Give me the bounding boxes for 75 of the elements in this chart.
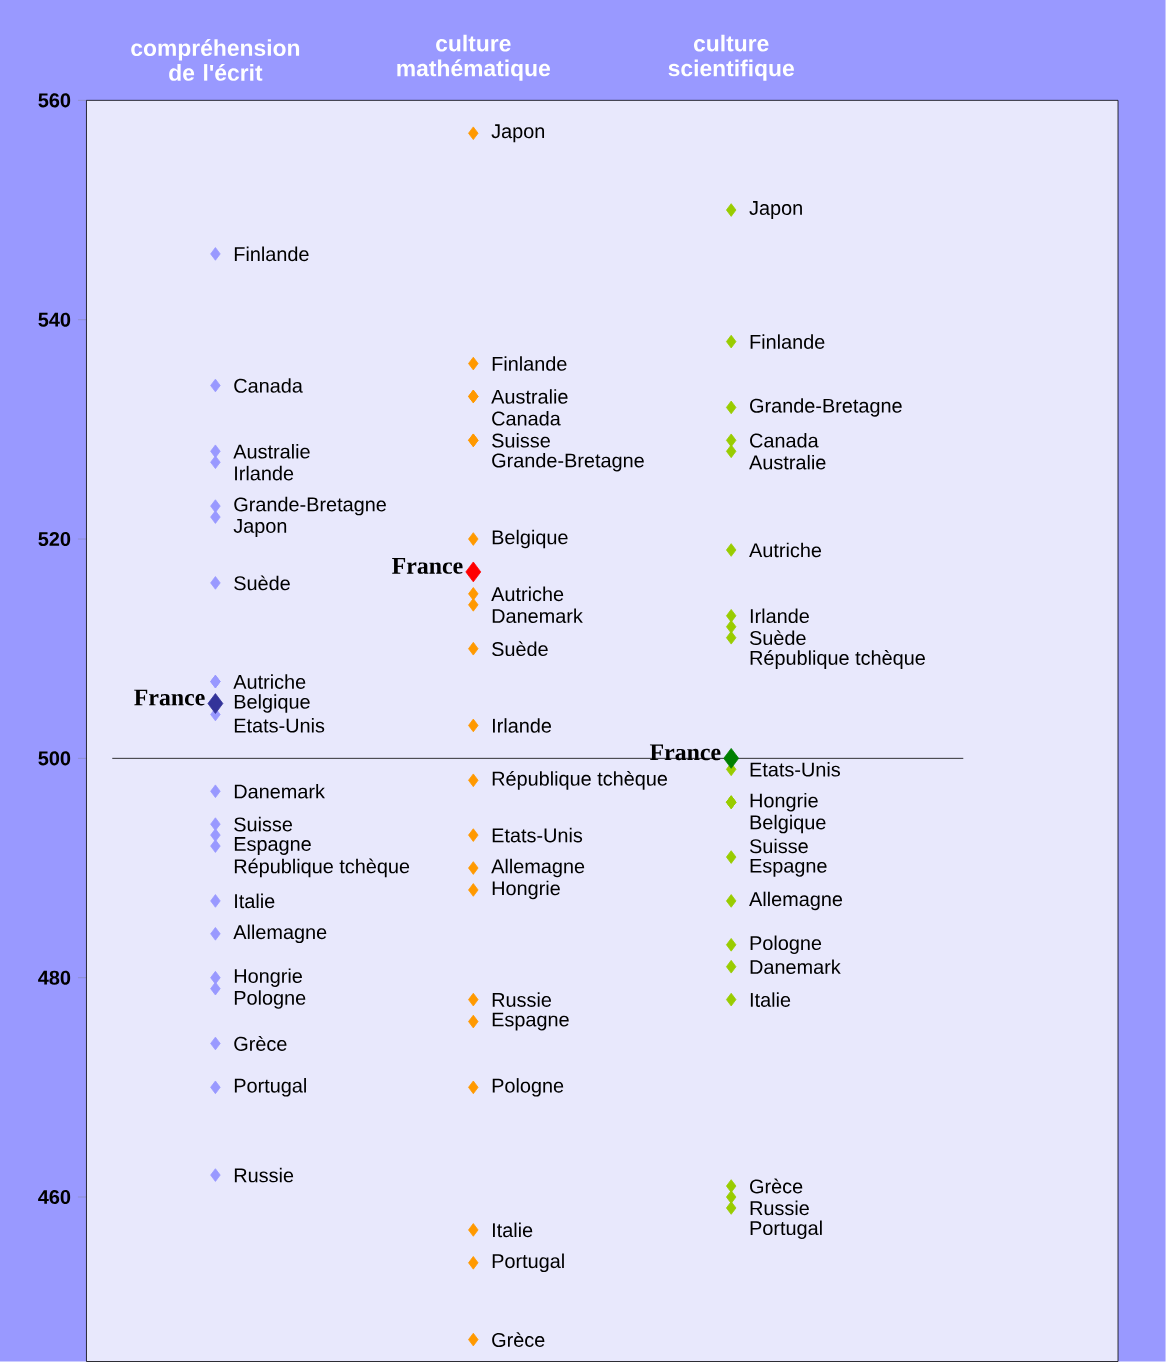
annotation: Pologne (750, 935, 822, 955)
annotation: Suède (750, 630, 806, 646)
annotation: Canada (750, 433, 819, 448)
annotation: République tchèque (750, 650, 926, 669)
annotation: Irlande (751, 608, 810, 624)
annotation: Japon (233, 519, 287, 537)
annotation: Australie (491, 389, 568, 404)
annotation: Portugal (750, 1220, 822, 1240)
annotation: Danemark (750, 959, 841, 975)
y-tick-label: 460 (38, 1189, 71, 1205)
annotation: Etats-Unis (235, 718, 325, 733)
annotation: Grande-Bretagne (750, 398, 902, 417)
annotation: France (134, 689, 205, 706)
annotation: Canada (234, 378, 304, 393)
annotation: Suisse (492, 433, 551, 448)
annotation: Russie (750, 1200, 810, 1216)
annotation: Allemagne (233, 924, 327, 944)
annotation: Italie (235, 893, 275, 909)
annotation: Suisse (750, 838, 808, 854)
annotation: Espagne (492, 1012, 569, 1031)
annotation: Espagne (750, 858, 827, 877)
x-tick-label: culture mathématique (397, 34, 551, 81)
annotation: Japon (749, 201, 803, 219)
annotation: Pologne (492, 1078, 564, 1097)
annotation: Canada (492, 411, 561, 426)
y-tick-label: 520 (38, 531, 71, 547)
annotation: Etats-Unis (492, 827, 583, 843)
annotation: France (392, 558, 463, 574)
annotation: Grèce (492, 1332, 545, 1347)
annotation: Grèce (234, 1036, 287, 1051)
annotation: Etats-Unis (750, 762, 841, 777)
annotation: Autriche (233, 674, 306, 689)
annotation: Portugal (492, 1253, 564, 1273)
annotation: Hongrie (235, 968, 303, 987)
annotation: Danemark (492, 608, 583, 624)
annotation: Italie (751, 992, 791, 1007)
annotation: Allemagne (749, 891, 843, 911)
annotation: République tchèque (235, 858, 410, 878)
annotation: Russie (235, 1167, 294, 1183)
annotation: Suisse (234, 816, 293, 832)
annotation: Portugal (235, 1078, 307, 1097)
annotation: Suède (234, 575, 290, 591)
x-tick-label: culture scientifique (668, 34, 795, 81)
annotation: Russie (492, 992, 552, 1007)
annotation: Grande-Bretagne (492, 452, 644, 472)
annotation: Grande-Bretagne (234, 496, 387, 516)
annotation: Grèce (750, 1178, 803, 1194)
annotation: Espagne (235, 837, 311, 855)
annotation: Danemark (235, 783, 326, 799)
annotation: Belgique (750, 814, 826, 834)
annotation: Belgique (492, 529, 568, 549)
annotation: Hongrie (750, 792, 818, 812)
annotation: Australie (749, 454, 826, 470)
annotation: Allemagne (491, 858, 585, 878)
annotation: Finlande (750, 334, 825, 349)
annotation: Irlande (235, 465, 294, 481)
y-tick-label: 500 (38, 751, 71, 766)
annotation: Irlande (493, 718, 552, 733)
annotation: Italie (493, 1222, 533, 1238)
annotation: Belgique (235, 694, 310, 713)
annotation: Suède (492, 641, 548, 657)
annotation: Autriche (491, 586, 564, 602)
annotation: Japon (491, 124, 545, 143)
annotation: Australie (233, 443, 310, 459)
annotation: Finlande (235, 246, 309, 262)
annotation: Finlande (492, 356, 567, 371)
annotation: Hongrie (492, 880, 560, 900)
x-tick-label: compréhension de l'écrit (131, 39, 300, 81)
y-tick-label: 540 (38, 312, 71, 327)
annotation: Autriche (749, 542, 822, 558)
annotation: France (650, 744, 721, 761)
y-tick-label: 480 (38, 970, 71, 985)
annotation: République tchèque (492, 770, 668, 790)
annotation: Pologne (235, 990, 306, 1009)
y-tick-label: 560 (38, 93, 71, 108)
